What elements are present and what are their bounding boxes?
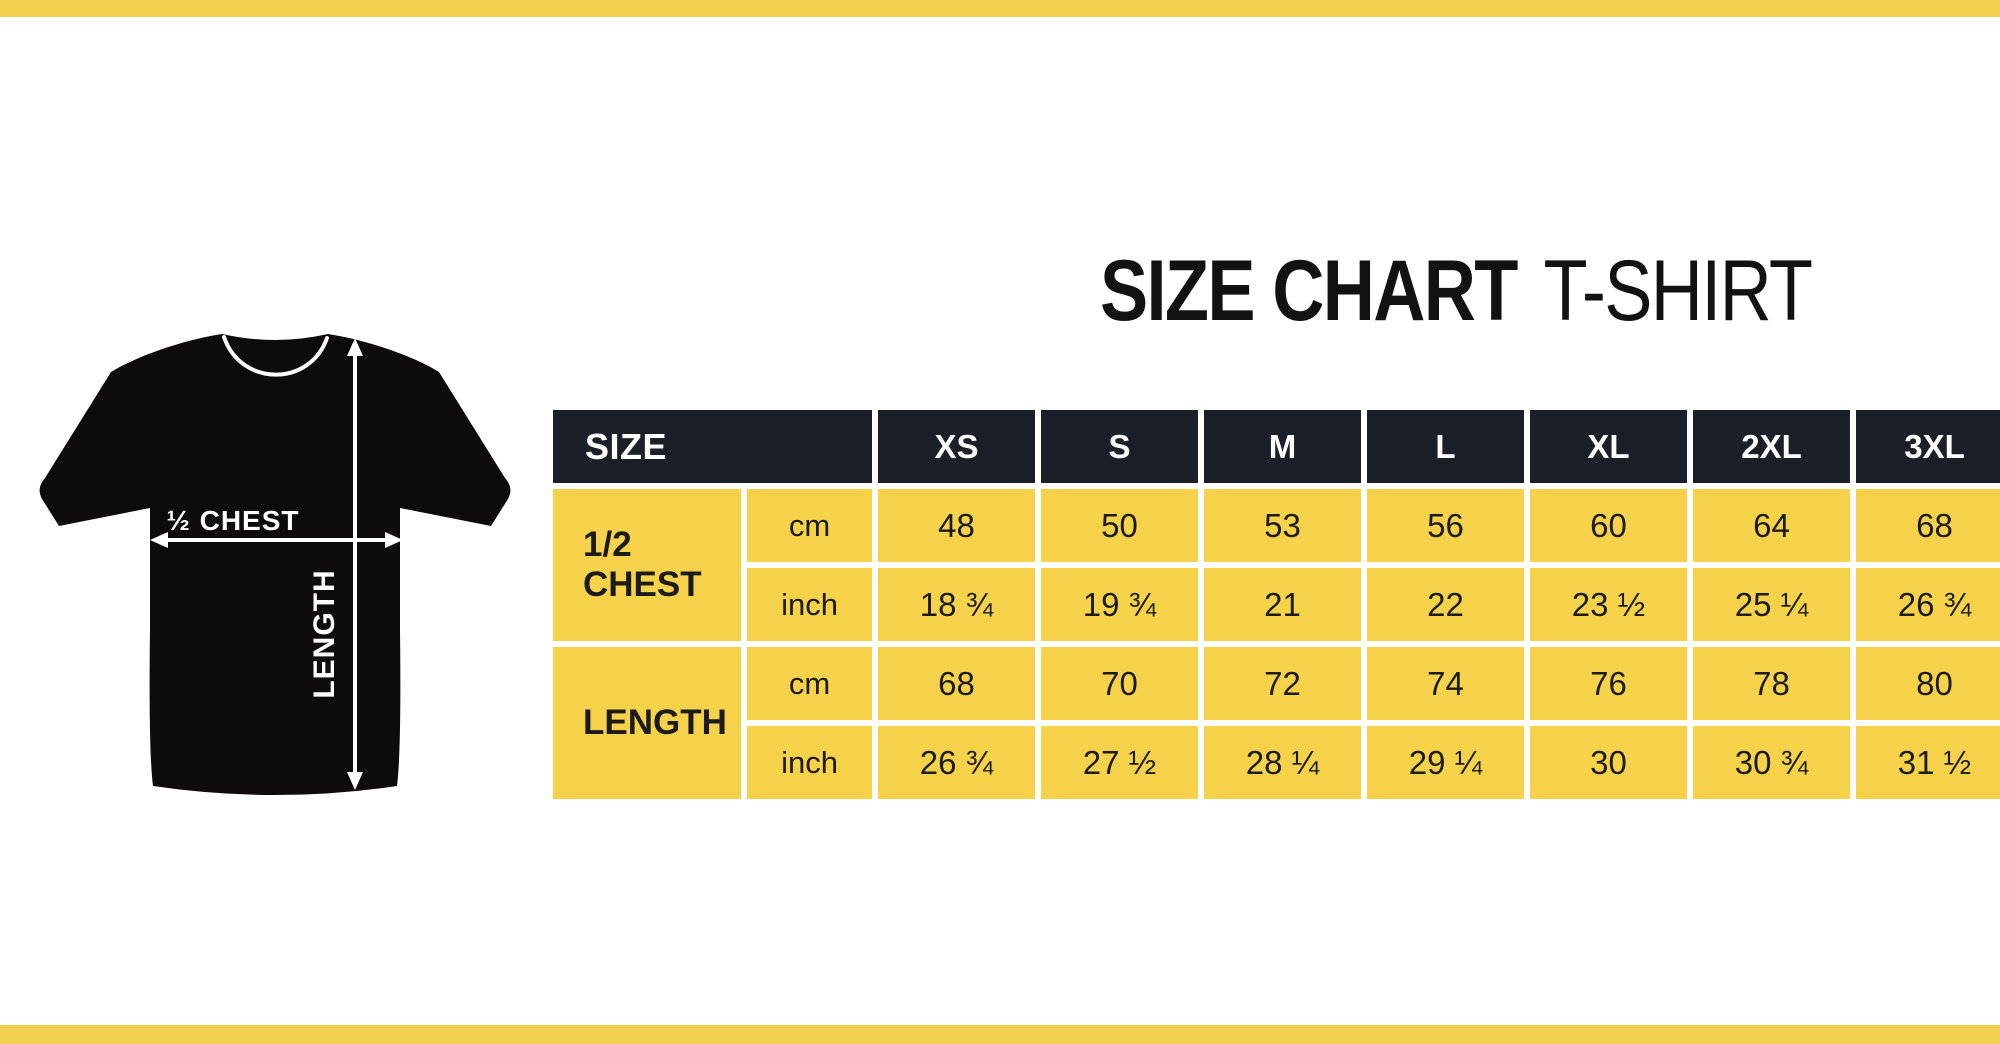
size-header-3xl: 3XL — [1856, 410, 2000, 483]
top-accent-bar — [0, 0, 2000, 17]
collar-icon — [222, 335, 329, 377]
value-cell: 30 ¾ — [1693, 726, 1850, 799]
unit-cell: inch — [747, 568, 872, 641]
size-header-m: M — [1204, 410, 1361, 483]
value-cell: 53 — [1204, 489, 1361, 562]
value-cell: 64 — [1693, 489, 1850, 562]
unit-cell: cm — [747, 489, 872, 562]
bottom-accent-bar — [0, 1025, 2000, 1044]
length-measure-label: LENGTH — [308, 569, 341, 698]
table-corner-header: SIZE — [553, 410, 872, 483]
tshirt-shape — [39, 334, 511, 795]
unit-cell: inch — [747, 726, 872, 799]
value-cell: 76 — [1530, 647, 1687, 720]
value-cell: 30 — [1530, 726, 1687, 799]
chest-arrow-icon — [150, 532, 403, 548]
value-cell: 68 — [1856, 489, 2000, 562]
value-cell: 23 ½ — [1530, 568, 1687, 641]
page-title: SIZE CHART T-SHIRT — [1100, 248, 1813, 334]
value-cell: 27 ½ — [1041, 726, 1198, 799]
page-title-light: T-SHIRT — [1543, 243, 1813, 339]
value-cell: 22 — [1367, 568, 1524, 641]
value-cell: 21 — [1204, 568, 1361, 641]
value-cell: 50 — [1041, 489, 1198, 562]
tshirt-diagram: ½ CHEST LENGTH — [33, 330, 513, 800]
size-header-xs: XS — [878, 410, 1035, 483]
value-cell: 78 — [1693, 647, 1850, 720]
chest-measure-label: ½ CHEST — [166, 505, 299, 536]
value-cell: 60 — [1530, 489, 1687, 562]
value-cell: 80 — [1856, 647, 2000, 720]
value-cell: 18 ¾ — [878, 568, 1035, 641]
unit-cell: cm — [747, 647, 872, 720]
page-title-bold: SIZE CHART — [1100, 243, 1518, 339]
value-cell: 25 ¼ — [1693, 568, 1850, 641]
value-cell: 29 ¼ — [1367, 726, 1524, 799]
size-header-2xl: 2XL — [1693, 410, 1850, 483]
value-cell: 68 — [878, 647, 1035, 720]
size-header-xl: XL — [1530, 410, 1687, 483]
size-header-s: S — [1041, 410, 1198, 483]
value-cell: 56 — [1367, 489, 1524, 562]
value-cell: 74 — [1367, 647, 1524, 720]
size-header-l: L — [1367, 410, 1524, 483]
value-cell: 48 — [878, 489, 1035, 562]
length-arrow-icon — [347, 338, 363, 790]
value-cell: 70 — [1041, 647, 1198, 720]
value-cell: 26 ¾ — [1856, 568, 2000, 641]
value-cell: 72 — [1204, 647, 1361, 720]
row-label-length: LENGTH — [553, 647, 741, 799]
value-cell: 31 ½ — [1856, 726, 2000, 799]
value-cell: 19 ¾ — [1041, 568, 1198, 641]
tshirt-silhouette: ½ CHEST LENGTH — [39, 334, 511, 795]
value-cell: 26 ¾ — [878, 726, 1035, 799]
value-cell: 28 ¼ — [1204, 726, 1361, 799]
size-chart-table: SIZE XS S M L XL 2XL 3XL 1/2 CHEST cm 48… — [553, 410, 2000, 799]
row-label-half-chest: 1/2 CHEST — [553, 489, 741, 641]
